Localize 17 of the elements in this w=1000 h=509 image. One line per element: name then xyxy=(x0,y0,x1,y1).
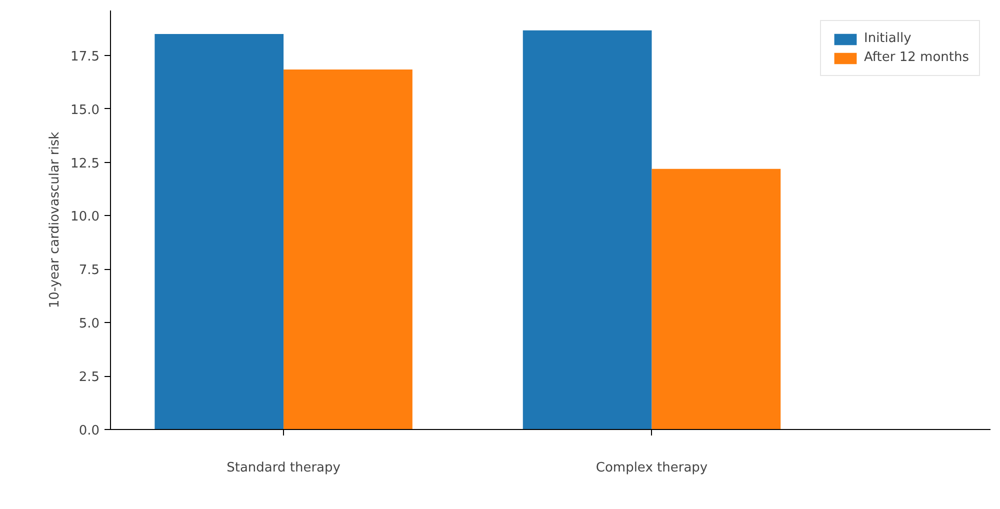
legend-label: After 12 months xyxy=(864,50,969,65)
legend-label: Initially xyxy=(864,31,912,46)
y-tick-label: 5.0 xyxy=(78,316,100,332)
y-tick-label: 10.0 xyxy=(70,210,100,225)
y-axis-title: 10-year cardiovascular risk xyxy=(48,131,63,308)
x-tick-label: Complex therapy xyxy=(596,460,708,476)
bar xyxy=(652,168,781,430)
y-tick-label: 2.5 xyxy=(78,370,100,386)
y-tick-label: 7.5 xyxy=(78,263,100,278)
bar xyxy=(154,34,284,430)
y-tick-label: 17.5 xyxy=(70,49,100,64)
bar xyxy=(522,30,652,430)
x-tick-label: Standard therapy xyxy=(226,460,341,476)
y-tick-label: 0.0 xyxy=(78,424,100,438)
y-tick-label: 15.0 xyxy=(70,102,100,118)
bar xyxy=(284,70,412,430)
y-tick-label: 12.5 xyxy=(70,156,100,172)
